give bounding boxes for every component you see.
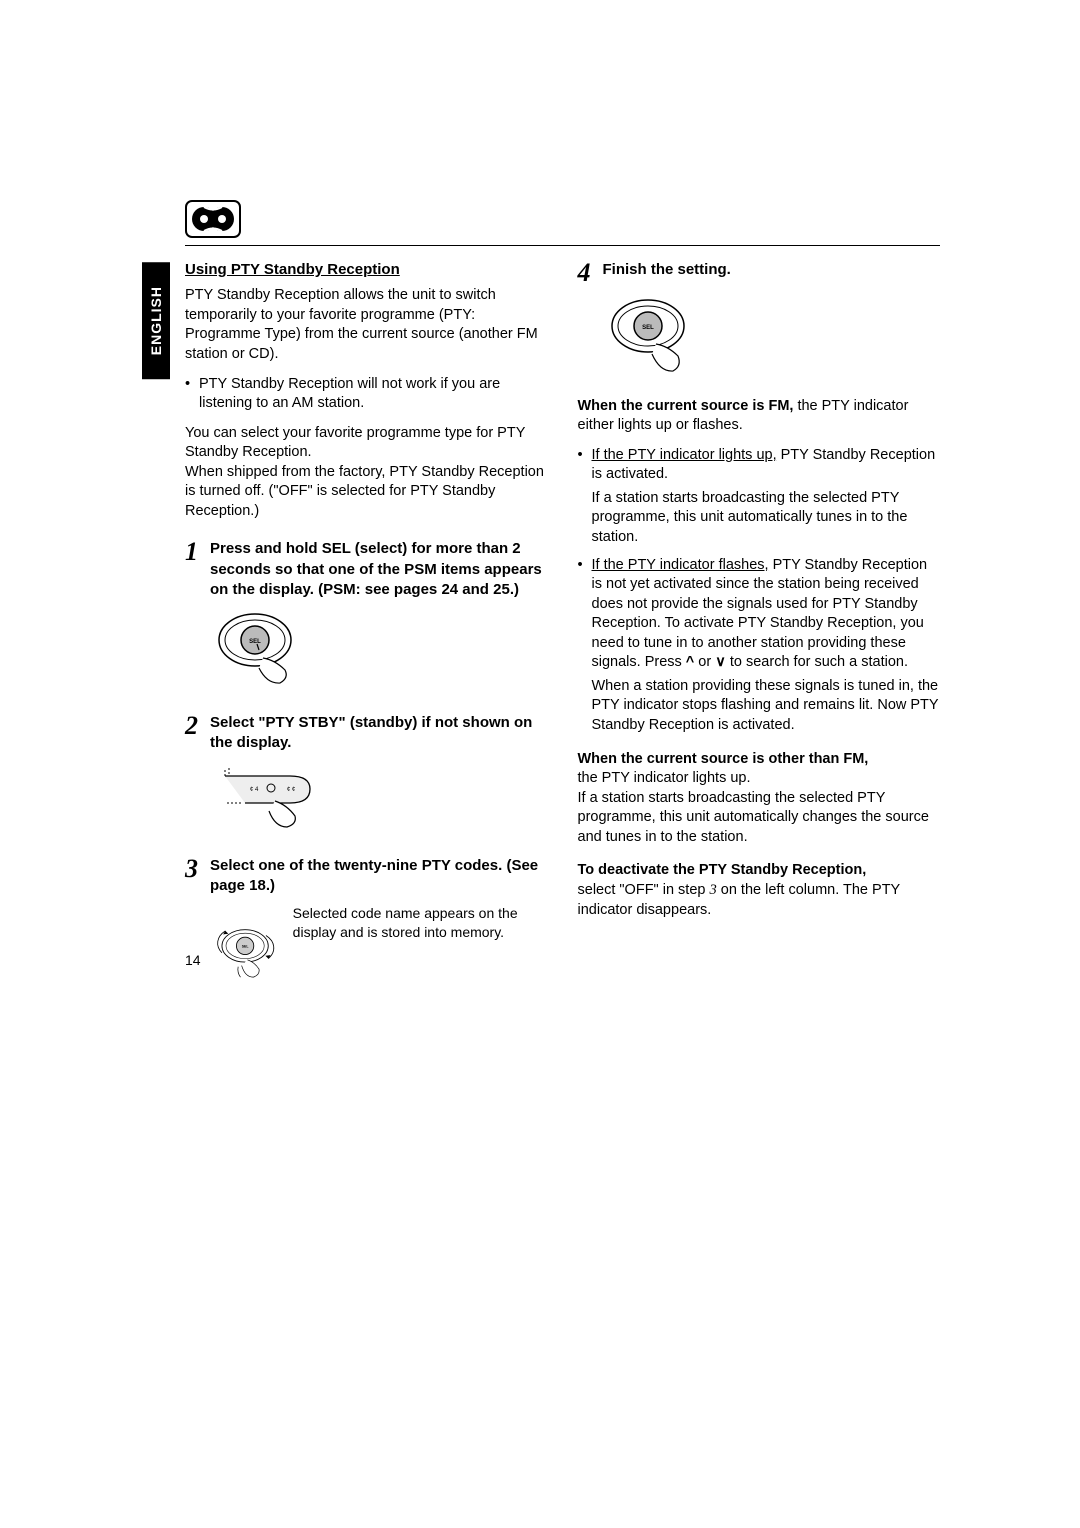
- step-2-illustration: ¢ 4 ¢ ¢: [215, 761, 548, 838]
- step-2-number: 2: [185, 713, 198, 754]
- note-bullet: PTY Standby Reception will not work if y…: [185, 375, 548, 414]
- page-number: 14: [185, 952, 201, 968]
- b1-lead: If the PTY indicator lights up,: [592, 447, 777, 463]
- deactivate: To deactivate the PTY Standby Reception,…: [578, 861, 941, 920]
- step-3-number: 3: [185, 856, 198, 897]
- chevron-up-icon: ^: [686, 653, 694, 673]
- step-1-number: 1: [185, 539, 198, 600]
- step-1-illustration: SEL: [215, 608, 548, 695]
- left-column: Using PTY Standby Reception PTY Standby …: [140, 260, 548, 1018]
- svg-text:¢ ¢: ¢ ¢: [287, 787, 295, 793]
- step-4-number: 4: [578, 260, 591, 286]
- step-3-text: Select one of the twenty-nine PTY codes.…: [210, 856, 548, 897]
- b2-rest2: to search for such a station.: [726, 654, 908, 670]
- section-divider: [185, 245, 940, 246]
- language-tab: ENGLISH: [142, 262, 170, 379]
- b2-or: or: [694, 654, 715, 670]
- step-4-text: Finish the setting.: [603, 260, 941, 286]
- para2-line2: When shipped from the factory, PTY Stand…: [185, 464, 544, 519]
- step-1-text: Press and hold SEL (select) for more tha…: [210, 539, 548, 600]
- bullet-lights-up: If the PTY indicator lights up, PTY Stan…: [578, 446, 941, 485]
- b1-body: If a station starts broadcasting the sel…: [578, 489, 941, 548]
- deact-bold: To deactivate the PTY Standby Reception,: [578, 862, 867, 878]
- step-3: 3 Select one of the twenty-nine PTY code…: [185, 856, 548, 897]
- header-icon: [185, 200, 241, 243]
- fm-intro-bold: When the current source is FM,: [578, 398, 794, 414]
- svg-text:SEL: SEL: [642, 325, 654, 331]
- step-1: 1 Press and hold SEL (select) for more t…: [185, 539, 548, 600]
- chevron-down-icon: ∨: [715, 653, 726, 673]
- section-title: Using PTY Standby Reception: [185, 260, 548, 280]
- other-bold: When the current source is other than FM…: [578, 751, 869, 767]
- svg-text:¢ 4: ¢ 4: [250, 787, 259, 793]
- step-3-caption: Selected code name appears on the displa…: [293, 904, 548, 942]
- other-l1: the PTY indicator lights up.: [578, 770, 751, 786]
- fm-intro: When the current source is FM, the PTY i…: [578, 397, 941, 436]
- step-4: 4 Finish the setting.: [578, 260, 941, 286]
- intro-paragraph: PTY Standby Reception allows the unit to…: [185, 286, 548, 364]
- deact-l1a: select "OFF" in step: [578, 882, 710, 898]
- svg-text:SEL: SEL: [249, 639, 261, 645]
- step-2: 2 Select "PTY STBY" (standby) if not sho…: [185, 713, 548, 754]
- deact-step-ref: 3: [709, 882, 716, 898]
- svg-text:SEL: SEL: [242, 945, 250, 949]
- b2-lead: If the PTY indicator flashes,: [592, 557, 769, 573]
- other-l2: If a station starts broadcasting the sel…: [578, 790, 929, 845]
- other-source: When the current source is other than FM…: [578, 750, 941, 848]
- paragraph-2: You can select your favorite programme t…: [185, 424, 548, 522]
- step-3-illustration: SEL Selected code name appears on the di…: [215, 904, 548, 1004]
- step-4-illustration: SEL: [608, 294, 941, 383]
- b2-body: When a station providing these signals i…: [578, 677, 941, 736]
- para2-line1: You can select your favorite programme t…: [185, 425, 525, 461]
- right-column: 4 Finish the setting. SEL When the curre…: [578, 260, 941, 1018]
- step-2-text: Select "PTY STBY" (standby) if not shown…: [210, 713, 548, 754]
- bullet-flashes: If the PTY indicator flashes, PTY Standb…: [578, 556, 941, 673]
